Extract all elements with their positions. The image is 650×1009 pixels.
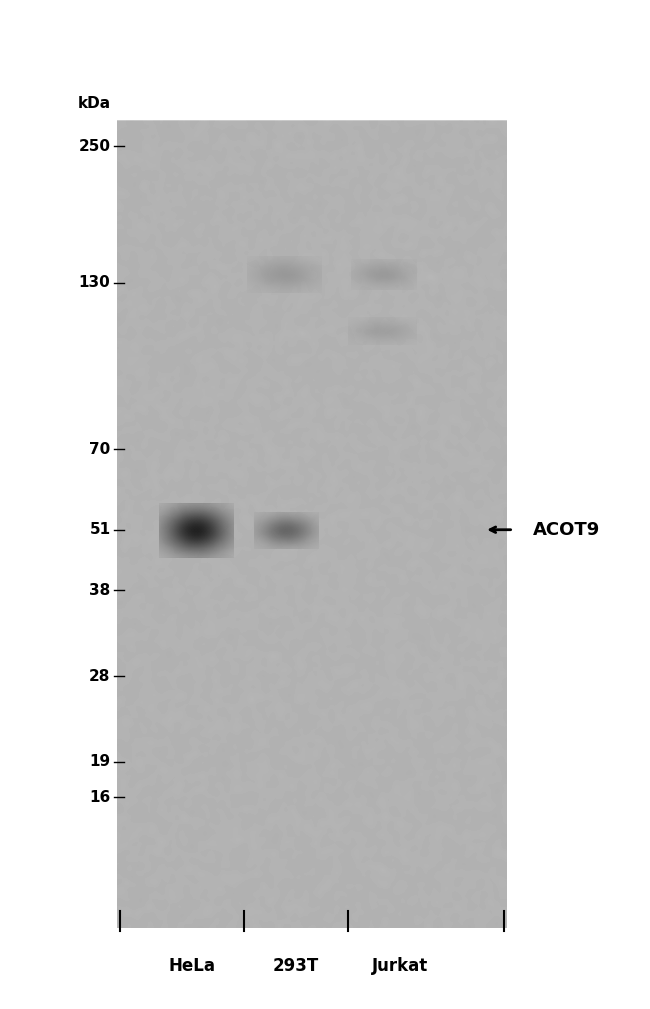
Text: 51: 51 xyxy=(89,523,111,537)
Text: 28: 28 xyxy=(89,669,111,683)
Text: 38: 38 xyxy=(89,583,111,597)
Text: kDa: kDa xyxy=(77,96,110,111)
Bar xyxy=(117,121,507,928)
Text: HeLa: HeLa xyxy=(168,957,215,975)
Text: 70: 70 xyxy=(89,442,111,456)
Text: Jurkat: Jurkat xyxy=(372,957,428,975)
Text: 130: 130 xyxy=(79,275,110,290)
Text: 293T: 293T xyxy=(272,957,319,975)
Text: 16: 16 xyxy=(89,790,111,804)
Text: ACOT9: ACOT9 xyxy=(533,521,600,539)
Text: 250: 250 xyxy=(79,139,110,153)
Text: 19: 19 xyxy=(89,755,111,769)
